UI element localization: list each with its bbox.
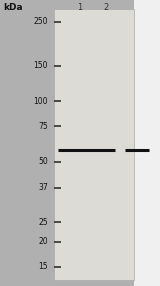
Text: 75: 75 bbox=[38, 122, 48, 131]
Bar bbox=[134, 0, 160, 286]
Text: 20: 20 bbox=[38, 237, 48, 246]
Text: 1: 1 bbox=[77, 3, 83, 12]
Text: kDa: kDa bbox=[3, 3, 23, 12]
Text: 2: 2 bbox=[103, 3, 108, 12]
Text: 37: 37 bbox=[38, 183, 48, 192]
Text: 15: 15 bbox=[38, 262, 48, 271]
Text: 100: 100 bbox=[33, 97, 48, 106]
Text: 250: 250 bbox=[33, 17, 48, 26]
Text: 150: 150 bbox=[33, 61, 48, 70]
Text: 50: 50 bbox=[38, 157, 48, 166]
Bar bbox=[54, 9, 134, 280]
Text: 25: 25 bbox=[38, 218, 48, 227]
